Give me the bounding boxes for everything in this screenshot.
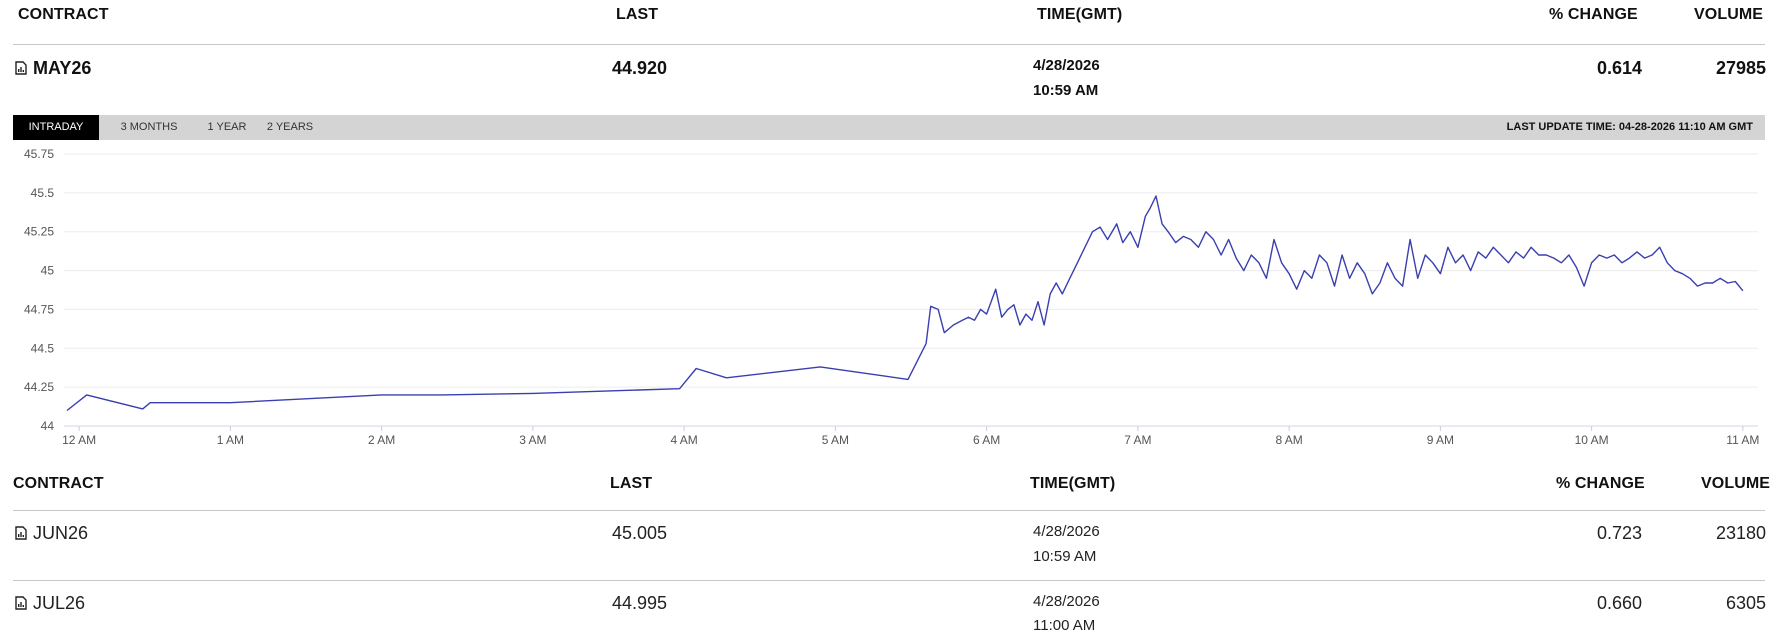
y-tick-label: 45.75 bbox=[24, 147, 54, 161]
contract-time: 11:00 AM bbox=[1033, 617, 1096, 634]
header-change-2: % CHANGE bbox=[1556, 475, 1645, 492]
tab-2-years[interactable]: 2 YEARS bbox=[266, 121, 314, 133]
x-tick-label: 3 AM bbox=[519, 433, 546, 447]
contract-volume: 23180 bbox=[1715, 523, 1766, 543]
header-last: LAST bbox=[616, 6, 659, 23]
last-update-time: LAST UPDATE TIME: 04-28-2026 11:10 AM GM… bbox=[1506, 121, 1753, 133]
y-tick-label: 45.5 bbox=[31, 186, 55, 200]
contract-date: 4/28/2026 bbox=[1033, 523, 1100, 540]
x-tick-label: 10 AM bbox=[1575, 433, 1609, 447]
x-tick-label: 11 AM bbox=[1726, 433, 1759, 447]
contract-name[interactable]: JUN26 bbox=[15, 523, 88, 544]
contract-change: 0.660 bbox=[1596, 593, 1642, 613]
other-contracts-header: CONTRACT LAST TIME(GMT) % CHANGE VOLUME bbox=[0, 470, 1778, 510]
chart-document-icon bbox=[15, 596, 27, 610]
tab-3-months[interactable]: 3 MONTHS bbox=[120, 121, 178, 133]
contract-table-header: CONTRACT LAST TIME(GMT) % CHANGE VOLUME bbox=[0, 0, 1778, 45]
main-date: 4/28/2026 bbox=[1033, 57, 1100, 74]
y-tick-label: 44.25 bbox=[24, 380, 54, 394]
header-divider bbox=[13, 44, 1765, 45]
contract-date: 4/28/2026 bbox=[1033, 593, 1100, 610]
y-tick-label: 45 bbox=[41, 264, 55, 278]
chart-range-tabs: INTRADAY 3 MONTHS 1 YEAR 2 YEARS LAST UP… bbox=[13, 115, 1765, 140]
contract-change: 0.723 bbox=[1596, 523, 1642, 543]
contract-name[interactable]: JUL26 bbox=[15, 593, 85, 614]
contract-volume: 6305 bbox=[1725, 593, 1766, 613]
x-tick-label: 7 AM bbox=[1124, 433, 1151, 447]
header-change: % CHANGE bbox=[1549, 6, 1638, 23]
header-volume-2: VOLUME bbox=[1701, 475, 1771, 492]
intraday-price-chart: 44 44.25 44.5 44.75 45 45.25 45.5 45.75 12 AM 1 A… bbox=[24, 147, 1759, 447]
chart-document-icon bbox=[15, 526, 27, 540]
x-tick-label: 6 AM bbox=[973, 433, 1000, 447]
y-tick-label: 44 bbox=[41, 419, 55, 433]
contract-last-price: 45.005 bbox=[612, 523, 668, 543]
x-tick-label: 5 AM bbox=[822, 433, 849, 447]
y-tick-label: 45.25 bbox=[24, 225, 54, 239]
main-last-price: 44.920 bbox=[612, 58, 668, 78]
header-time-2: TIME(GMT) bbox=[1030, 475, 1116, 492]
tab-intraday[interactable]: INTRADAY bbox=[13, 115, 99, 140]
x-tick-label: 2 AM bbox=[368, 433, 395, 447]
header-contract: CONTRACT bbox=[18, 6, 109, 23]
header-contract-2: CONTRACT bbox=[13, 475, 104, 492]
header-time: TIME(GMT) bbox=[1037, 6, 1123, 23]
header-volume: VOLUME bbox=[1694, 6, 1764, 23]
x-tick-label: 1 AM bbox=[217, 433, 244, 447]
x-tick-label: 8 AM bbox=[1275, 433, 1302, 447]
main-volume: 27985 bbox=[1715, 58, 1766, 78]
main-time: 10:59 AM bbox=[1033, 82, 1099, 99]
row-divider bbox=[13, 580, 1765, 581]
y-tick-label: 44.5 bbox=[31, 341, 55, 355]
contract-row[interactable]: JUL26 44.995 4/28/2026 11:00 AM 0.660 63… bbox=[0, 581, 1778, 640]
contract-last-price: 44.995 bbox=[612, 593, 668, 613]
main-change: 0.614 bbox=[1596, 58, 1642, 78]
main-contract-name[interactable]: MAY26 bbox=[15, 58, 91, 79]
main-contract-row[interactable]: MAY26 44.920 4/28/2026 10:59 AM 0.614 27… bbox=[0, 45, 1778, 115]
contract-row[interactable]: JUN26 45.005 4/28/2026 10:59 AM 0.723 23… bbox=[0, 511, 1778, 581]
header-last-2: LAST bbox=[610, 475, 653, 492]
x-tick-label: 4 AM bbox=[670, 433, 697, 447]
tab-1-year[interactable]: 1 YEAR bbox=[207, 121, 247, 133]
contract-time: 10:59 AM bbox=[1033, 548, 1097, 565]
x-tick-label: 12 AM bbox=[62, 433, 96, 447]
x-tick-label: 9 AM bbox=[1427, 433, 1454, 447]
y-tick-label: 44.75 bbox=[24, 302, 54, 316]
other-header-divider bbox=[13, 510, 1765, 511]
price-series-line bbox=[66, 195, 1744, 412]
chart-document-icon bbox=[15, 61, 27, 75]
